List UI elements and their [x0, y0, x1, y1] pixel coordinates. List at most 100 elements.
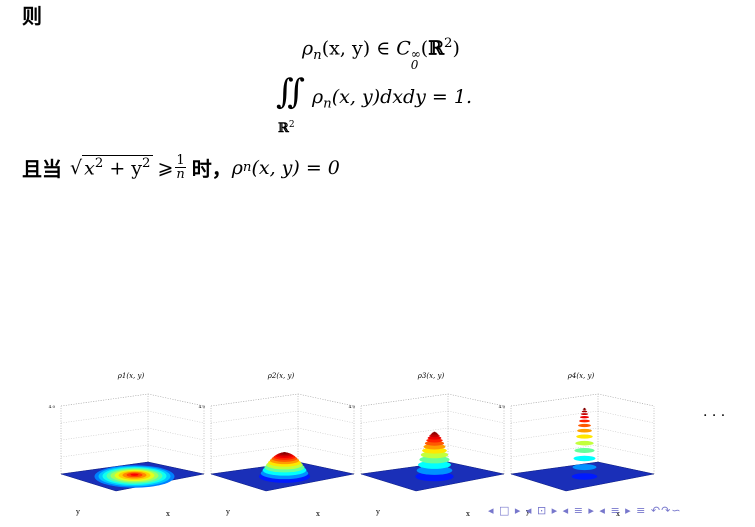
surface-plot-1: ρ1(x, y) 4.0 x y: [49, 372, 205, 518]
c-superscript: ∞: [410, 47, 421, 62]
plot-title: ρ3(x, y): [417, 372, 445, 380]
grid-line: [447, 393, 505, 407]
surface-ring: [571, 473, 598, 480]
reals-superscript: 2: [444, 36, 453, 51]
frame-line: [447, 393, 505, 407]
y-axis-label: y: [75, 508, 80, 516]
surface-ring: [577, 428, 592, 433]
surface-ring: [580, 413, 589, 415]
condition-mid: 时，: [191, 157, 232, 181]
grid-line: [60, 427, 149, 441]
rho-symbol: ρ: [312, 86, 324, 108]
grid-line: [60, 444, 149, 458]
surface-plot-2: ρ2(x, y) 4.0 x y: [199, 372, 355, 518]
surface-ring: [283, 452, 286, 454]
surface-ring: [424, 440, 445, 446]
sqrt-icon: √: [70, 156, 83, 179]
sqrt-x: x: [84, 157, 95, 180]
frame-line: [297, 393, 355, 407]
grid-line: [360, 410, 449, 424]
surface-ring: [429, 434, 440, 438]
grid-line: [447, 444, 505, 458]
reals-symbol: ℝ: [428, 37, 445, 60]
grid-line: [597, 410, 655, 424]
rho-symbol: ρ: [302, 37, 314, 60]
grid-line: [60, 410, 149, 424]
condition-prefix: 且当: [22, 157, 62, 181]
grid-line: [360, 393, 449, 407]
x-axis-label: x: [166, 510, 170, 518]
domain-superscript: 2: [288, 120, 295, 130]
surface-ring: [427, 436, 442, 440]
grid-line: [210, 444, 299, 458]
z-tick-label: 4.0: [349, 404, 356, 409]
grid-line: [210, 410, 299, 424]
grid-line: [597, 393, 655, 407]
y-axis-label: y: [375, 508, 380, 516]
plot-title: ρ1(x, y): [117, 372, 145, 380]
domain-reals: ℝ: [278, 121, 289, 136]
rho-symbol: ρ: [231, 156, 243, 179]
formula-normalization: ∬ ℝ2 ρn(x, y)dxdy = 1.: [276, 72, 496, 138]
surface-ring: [573, 455, 596, 462]
grid-line: [360, 427, 449, 441]
surface-ring: [579, 419, 590, 423]
grid-line: [297, 393, 355, 407]
grid-line: [210, 427, 299, 441]
rho-args: (x, y) ∈: [321, 37, 397, 60]
surface-ring: [130, 473, 139, 476]
surface-ring: [579, 416, 590, 419]
double-integral-icon: ∬: [276, 72, 305, 112]
beamer-navigation[interactable]: ◂ □ ▸ ◂ ⊡ ▸ ◂ ≡ ▸ ◂ ≡ ▸ ≡ ↶↷∽: [488, 504, 682, 517]
z-tick-label: 4.0: [199, 404, 206, 409]
y-axis-label: y: [525, 508, 530, 516]
surface-plot-4: ρ4(x, y) 4.0 x y: [499, 372, 655, 518]
grid-line: [510, 393, 599, 407]
fraction-numerator: 1: [175, 153, 186, 168]
x-axis-label: x: [616, 510, 620, 518]
surface-ring: [574, 447, 595, 453]
surface-ring: [582, 409, 587, 411]
grid-line: [297, 444, 355, 458]
grid-line: [147, 410, 205, 424]
sqrt-body: x2 + y2: [82, 155, 153, 180]
rho-subscript: n: [242, 160, 252, 175]
grid-line: [597, 444, 655, 458]
rho-subscript: n: [313, 47, 322, 63]
grid-line: [447, 427, 505, 441]
x-axis-label: x: [316, 510, 320, 518]
c-symbol: C: [396, 37, 411, 60]
sqrt-plus-y: + y: [103, 157, 143, 180]
formula-smoothness: ρn(x, y) ∈ C ∞ 0 (ℝ2): [302, 36, 460, 71]
integral-domain: ℝ2: [278, 120, 295, 136]
surface-ring: [422, 447, 447, 454]
surface-ring: [430, 433, 439, 436]
surface-ring: [583, 407, 586, 410]
surface-ring: [420, 451, 449, 459]
z-tick-label: 4.0: [49, 404, 56, 409]
sqrt-sup-1: 2: [94, 156, 104, 172]
sqrt-sup-2: 2: [142, 156, 151, 172]
x-axis-label: x: [466, 510, 470, 518]
c-subscript: 0: [410, 58, 419, 73]
fraction-denominator: n: [176, 167, 185, 182]
surface-ring: [426, 438, 443, 443]
z-tick-label: 4.0: [499, 404, 506, 409]
surface-plot-3: ρ3(x, y) 4.0 x y: [349, 372, 505, 518]
grid-line: [297, 410, 355, 424]
grid-line: [147, 427, 205, 441]
grid-line: [210, 393, 299, 407]
rho-subscript: n: [323, 96, 332, 112]
grid-line: [597, 427, 655, 441]
surface-ring: [578, 423, 591, 428]
grid-line: [147, 393, 205, 407]
frame-line: [597, 393, 655, 407]
grid-line: [510, 410, 599, 424]
surface-ring: [576, 434, 593, 439]
surface-ring: [433, 431, 436, 433]
grid-line: [297, 427, 355, 441]
grid-line: [147, 444, 205, 458]
